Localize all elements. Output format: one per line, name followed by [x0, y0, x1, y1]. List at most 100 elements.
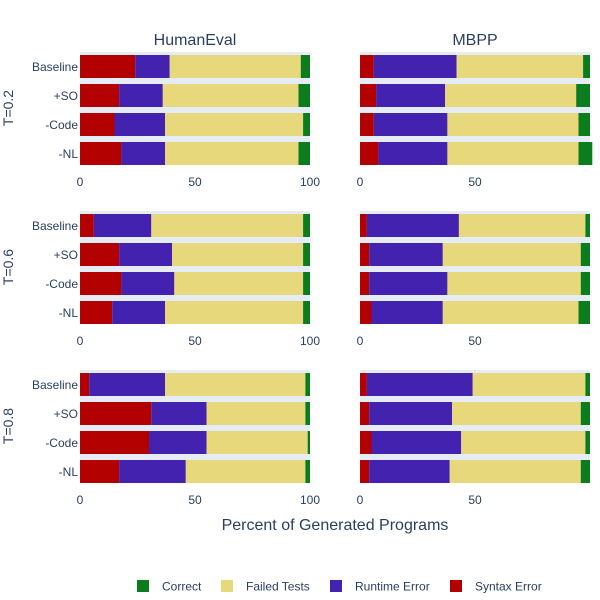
bar-so-syntax-error [80, 84, 120, 107]
x-tick-label-0: 0 [357, 493, 364, 507]
bar-nl-runtime-error [371, 301, 443, 324]
x-axis-title: Percent of Generated Programs [222, 517, 449, 534]
bar-nl-failed-tests [185, 460, 306, 483]
y-tick-label-baseline: Baseline [32, 219, 78, 233]
bar-code-failed-tests [174, 272, 304, 295]
bar-code-syntax-error [360, 431, 372, 454]
bar-baseline-syntax-error [360, 214, 367, 237]
legend-label-correct: Correct [162, 580, 202, 594]
x-tick-label-0: 0 [77, 334, 84, 348]
bar-code-syntax-error [80, 431, 149, 454]
column-title-humaneval: HumanEval [154, 32, 237, 49]
bar-code-correct [578, 113, 590, 136]
bar-baseline-runtime-error [89, 373, 166, 396]
y-tick-label-code: -Code [45, 436, 78, 450]
x-tick-label-0: 0 [77, 493, 84, 507]
bar-so-correct [298, 84, 310, 107]
legend-swatch-syntax-error [450, 580, 462, 592]
bar-nl-syntax-error [360, 301, 372, 324]
legend-item-failed-tests[interactable]: Failed Tests [221, 580, 310, 594]
x-tick-label-100: 100 [300, 334, 320, 348]
bar-nl-correct [305, 460, 310, 483]
bar-code-failed-tests [461, 431, 586, 454]
bar-baseline-failed-tests [151, 214, 304, 237]
bar-baseline-syntax-error [80, 214, 94, 237]
bar-so-syntax-error [360, 243, 370, 266]
legend-item-runtime-error[interactable]: Runtime Error [330, 580, 430, 594]
bar-so-syntax-error [360, 84, 377, 107]
bar-nl-failed-tests [442, 301, 579, 324]
bar-baseline-runtime-error [135, 55, 170, 78]
legend-item-correct[interactable]: Correct [137, 580, 202, 594]
x-tick-label-0: 0 [77, 175, 84, 189]
legend-item-syntax-error[interactable]: Syntax Error [450, 580, 542, 594]
bar-baseline-correct [303, 214, 310, 237]
bar-so-failed-tests [452, 402, 581, 425]
legend-swatch-failed-tests [221, 580, 233, 592]
bar-nl-runtime-error [378, 142, 448, 165]
bar-so-runtime-error [151, 402, 207, 425]
bar-so-failed-tests [442, 243, 581, 266]
bar-nl-correct [303, 301, 310, 324]
bar-baseline-correct [300, 55, 310, 78]
bar-baseline-failed-tests [458, 214, 586, 237]
bar-baseline-correct [305, 373, 310, 396]
bar-baseline-correct [583, 55, 590, 78]
bar-baseline-failed-tests [456, 55, 584, 78]
bar-so-runtime-error [119, 243, 172, 266]
y-tick-label-nl: -NL [59, 465, 79, 479]
x-tick-label-50: 50 [188, 175, 202, 189]
bar-so-failed-tests [206, 402, 306, 425]
bar-code-correct [303, 113, 310, 136]
bar-so-correct [576, 84, 590, 107]
column-title-mbpp: MBPP [452, 32, 497, 49]
panel-t-0-8-mbpp: 0 50 [357, 370, 590, 507]
bar-so-runtime-error [369, 243, 443, 266]
bar-nl-syntax-error [80, 301, 113, 324]
bar-nl-failed-tests [447, 142, 579, 165]
bar-baseline-syntax-error [80, 55, 136, 78]
x-tick-label-50: 50 [468, 493, 482, 507]
bar-so-runtime-error [369, 402, 452, 425]
bar-code-correct [580, 272, 590, 295]
legend-swatch-correct [137, 580, 149, 592]
y-tick-label-code: -Code [45, 118, 78, 132]
bar-nl-correct [298, 142, 310, 165]
bar-code-runtime-error [114, 113, 166, 136]
bar-code-correct [585, 431, 590, 454]
bar-so-runtime-error [119, 84, 163, 107]
bar-baseline-syntax-error [360, 373, 367, 396]
bar-code-failed-tests [206, 431, 308, 454]
y-tick-label-baseline: Baseline [32, 378, 78, 392]
x-tick-label-50: 50 [188, 493, 202, 507]
y-tick-label-so: +SO [54, 248, 78, 262]
bar-nl-syntax-error [80, 142, 122, 165]
panel-t-0-2-humaneval: Baseline +SO -Code -NL 0 50 100 [32, 52, 320, 189]
bar-code-syntax-error [80, 272, 122, 295]
bar-code-failed-tests [447, 113, 579, 136]
bar-code-failed-tests [447, 272, 581, 295]
panel-t-0-6-humaneval: Baseline +SO -Code -NL 0 50 100 [32, 211, 320, 348]
panel-t-0-2-mbpp: 0 50 [357, 52, 593, 189]
y-tick-label-so: +SO [54, 89, 78, 103]
row-title-t02: T=0.2 [0, 90, 16, 126]
bar-so-failed-tests [445, 84, 577, 107]
y-tick-label-so: +SO [54, 407, 78, 421]
bar-nl-runtime-error [369, 460, 450, 483]
x-tick-label-50: 50 [468, 175, 482, 189]
bar-baseline-runtime-error [366, 373, 473, 396]
bar-nl-correct [578, 301, 590, 324]
bar-so-correct [305, 402, 310, 425]
bar-code-runtime-error [369, 272, 448, 295]
bar-so-correct [580, 402, 590, 425]
x-tick-label-50: 50 [468, 334, 482, 348]
bar-nl-correct [578, 142, 593, 165]
bar-so-failed-tests [172, 243, 304, 266]
bar-baseline-failed-tests [165, 373, 306, 396]
bar-code-correct [303, 272, 310, 295]
bar-so-syntax-error [360, 402, 370, 425]
bar-nl-syntax-error [360, 142, 379, 165]
bar-so-correct [303, 243, 310, 266]
bar-code-failed-tests [165, 113, 304, 136]
